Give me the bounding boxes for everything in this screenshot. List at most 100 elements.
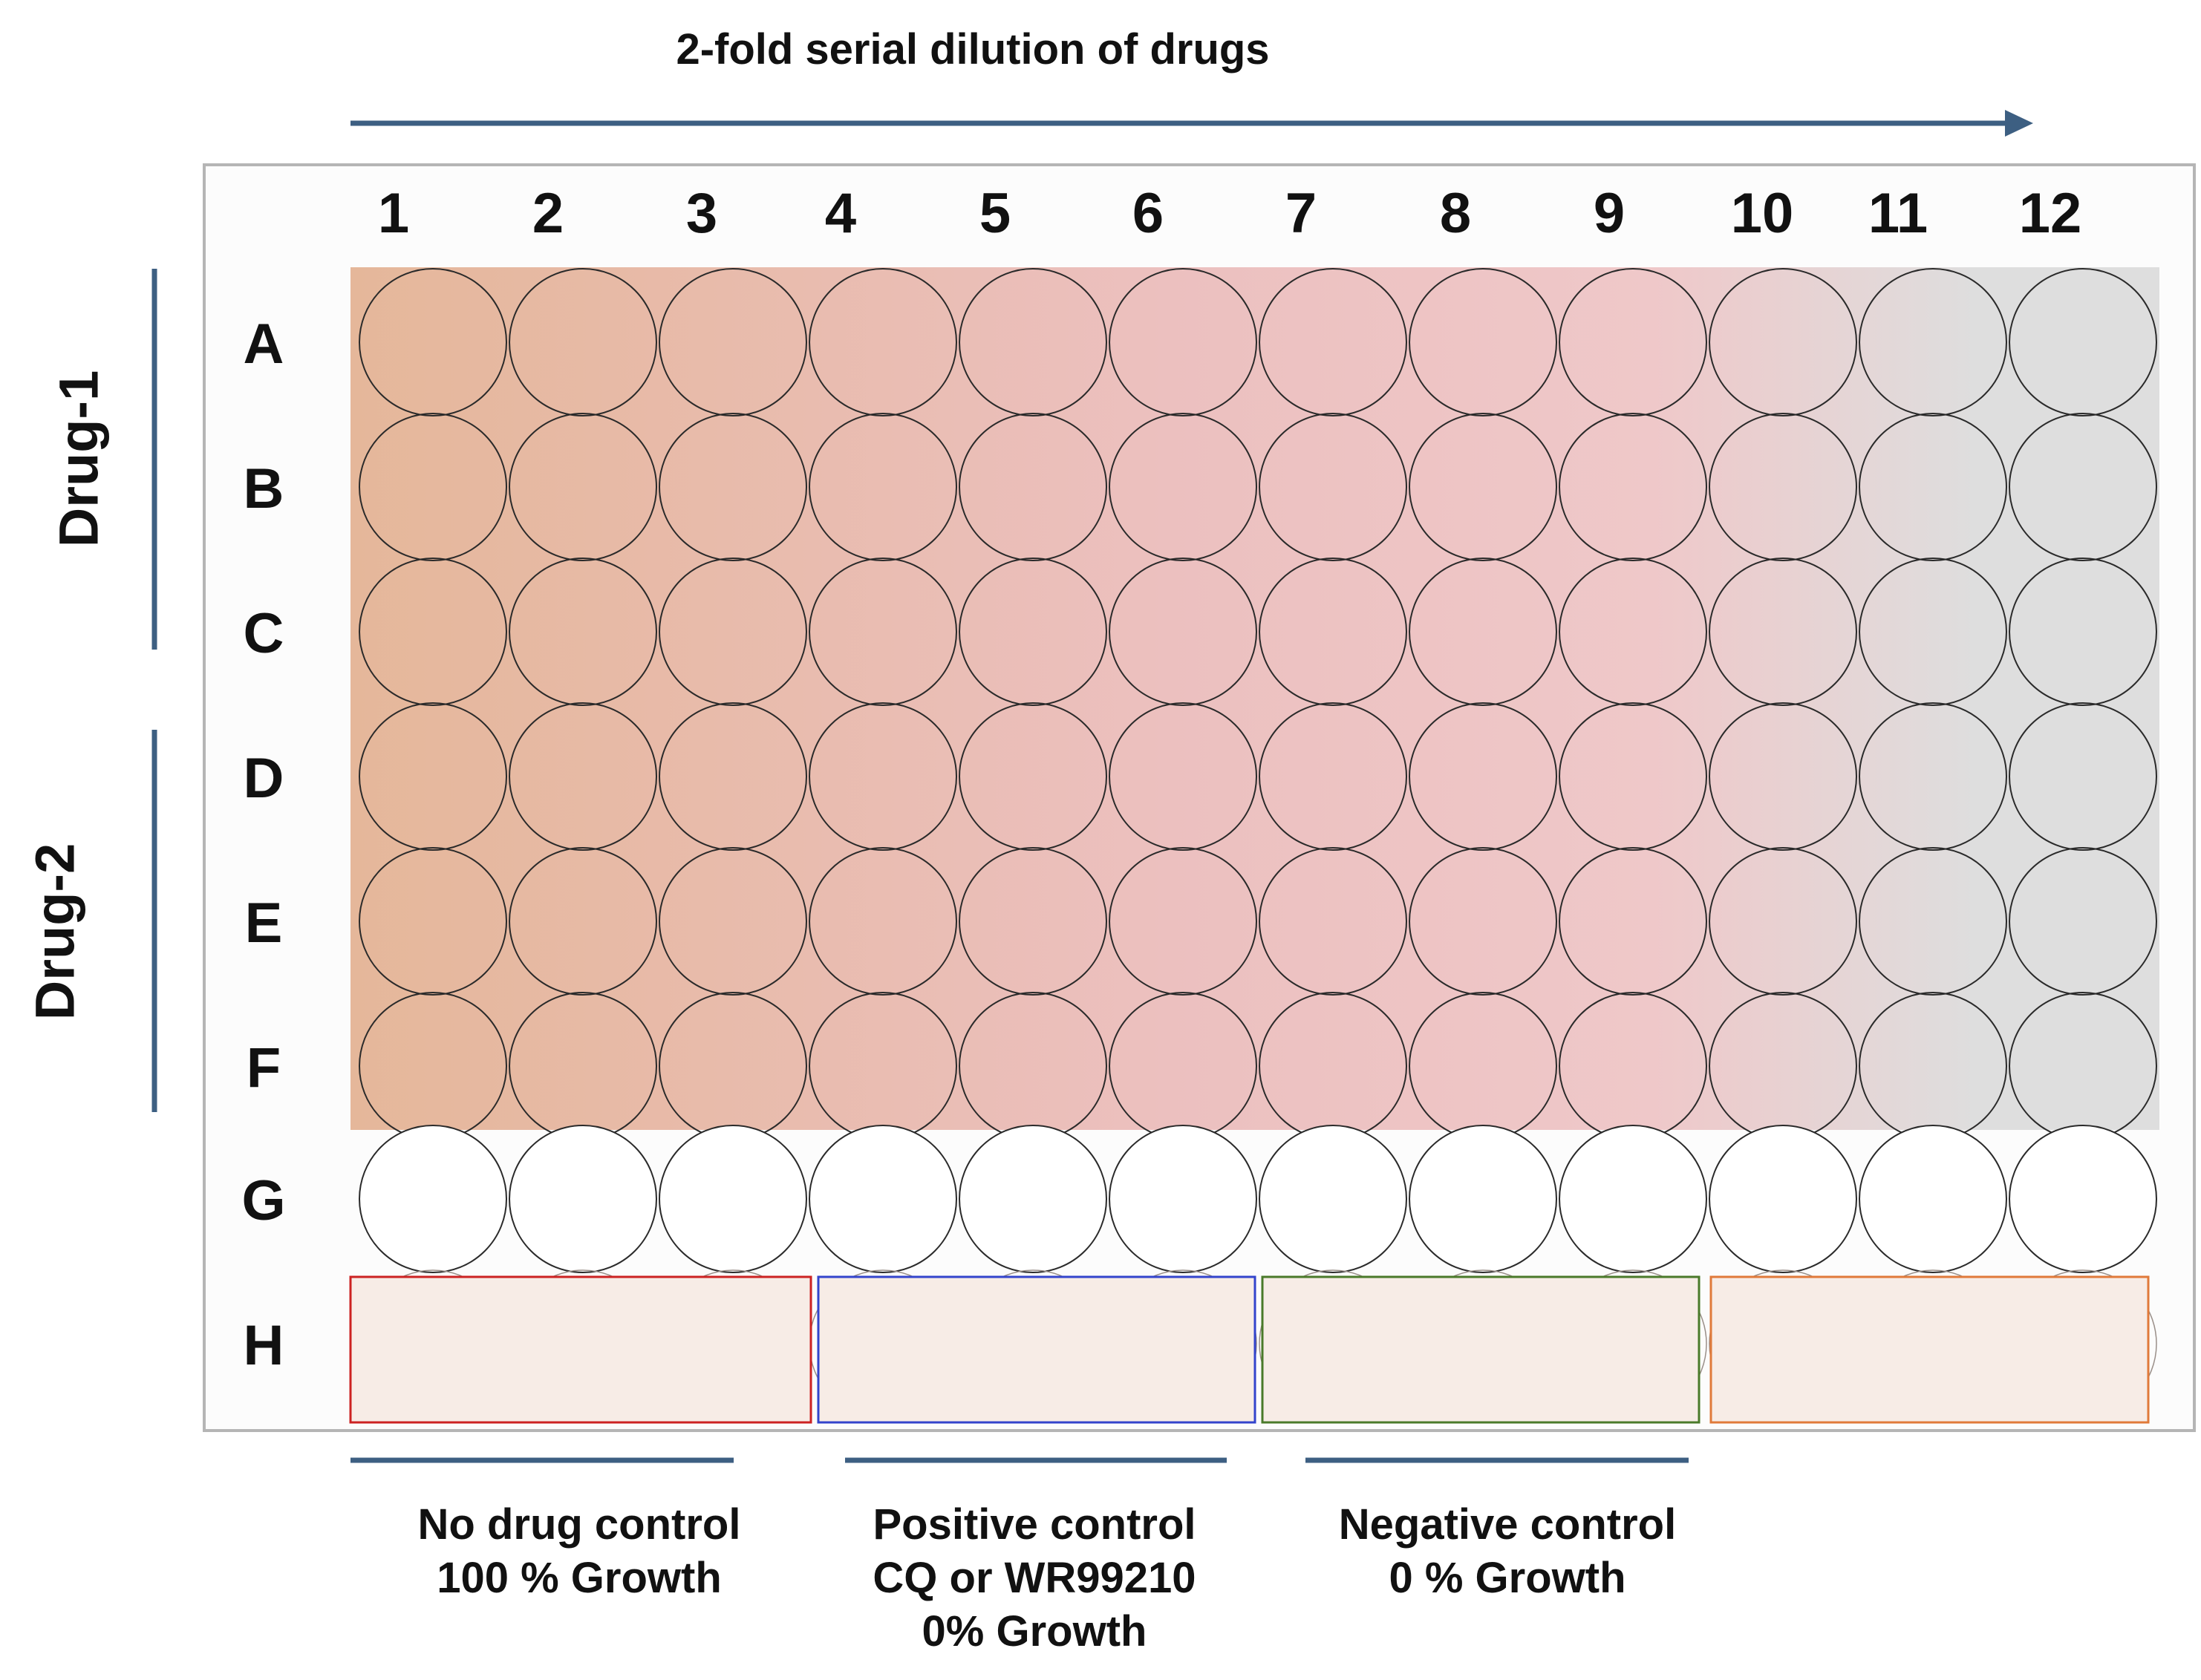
well-G8	[1409, 1125, 1557, 1273]
well-D3	[659, 702, 807, 851]
well-B7	[1259, 413, 1407, 561]
well-C5	[959, 558, 1107, 706]
well-G1	[359, 1125, 507, 1273]
column-label-7: 7	[1285, 182, 1317, 245]
well-B1	[359, 413, 507, 561]
well-B9	[1559, 413, 1707, 561]
well-C2	[509, 558, 657, 706]
well-B6	[1109, 413, 1257, 561]
well-D6	[1109, 702, 1257, 851]
well-D11	[1859, 702, 2007, 851]
column-label-2: 2	[532, 182, 564, 245]
control-label-1-line-1: No drug control	[418, 1500, 741, 1549]
well-C4	[809, 558, 957, 706]
row-label-E: E	[245, 892, 283, 955]
well-G11	[1859, 1125, 2007, 1273]
column-label-5: 5	[979, 182, 1011, 245]
well-A4	[809, 268, 957, 416]
well-B2	[509, 413, 657, 561]
control-fill-2	[818, 1277, 1255, 1422]
well-B12	[2009, 413, 2157, 561]
control-label-2-line-1: Positive control	[873, 1500, 1196, 1549]
well-G12	[2009, 1125, 2157, 1273]
dilution-gradient-region	[350, 267, 2159, 1130]
dilution-arrow	[350, 110, 2033, 137]
well-A3	[659, 268, 807, 416]
well-B10	[1709, 413, 1857, 561]
well-A12	[2009, 268, 2157, 416]
column-label-8: 8	[1440, 182, 1471, 245]
row-label-H: H	[244, 1314, 284, 1377]
well-D10	[1709, 702, 1857, 851]
well-E6	[1109, 847, 1257, 996]
well-C1	[359, 558, 507, 706]
well-G5	[959, 1125, 1107, 1273]
well-E8	[1409, 847, 1557, 996]
well-A7	[1259, 268, 1407, 416]
control-box-4	[1709, 1275, 2150, 1424]
well-A8	[1409, 268, 1557, 416]
well-D12	[2009, 702, 2157, 851]
well-E4	[809, 847, 957, 996]
row-label-C: C	[244, 602, 284, 665]
well-G2	[509, 1125, 657, 1273]
well-E10	[1709, 847, 1857, 996]
well-C12	[2009, 558, 2157, 706]
well-C9	[1559, 558, 1707, 706]
column-label-12: 12	[2019, 182, 2082, 245]
well-E7	[1259, 847, 1407, 996]
column-label-3: 3	[686, 182, 717, 245]
well-C10	[1709, 558, 1857, 706]
control-box-1	[349, 1275, 812, 1424]
drug-label-1: Drug-1	[48, 370, 110, 547]
well-E3	[659, 847, 807, 996]
column-label-4: 4	[825, 182, 856, 245]
well-B3	[659, 413, 807, 561]
well-D8	[1409, 702, 1557, 851]
column-label-6: 6	[1132, 182, 1164, 245]
row-label-F: F	[247, 1036, 281, 1099]
well-A10	[1709, 268, 1857, 416]
well-A6	[1109, 268, 1257, 416]
control-box-3	[1261, 1275, 1701, 1424]
well-D7	[1259, 702, 1407, 851]
well-A2	[509, 268, 657, 416]
well-B4	[809, 413, 957, 561]
well-D1	[359, 702, 507, 851]
well-A5	[959, 268, 1107, 416]
well-D9	[1559, 702, 1707, 851]
well-G3	[659, 1125, 807, 1273]
well-D5	[959, 702, 1107, 851]
dilution-title: 2-fold serial dilution of drugs	[676, 25, 1269, 73]
well-D2	[509, 702, 657, 851]
well-A1	[359, 268, 507, 416]
drug-label-2: Drug-2	[25, 843, 86, 1020]
control-label-1-line-2: 100 % Growth	[437, 1554, 722, 1602]
well-B8	[1409, 413, 1557, 561]
control-fill-1	[350, 1277, 811, 1422]
row-label-B: B	[244, 457, 284, 520]
row-label-D: D	[244, 747, 284, 810]
well-A11	[1859, 268, 2007, 416]
well-E5	[959, 847, 1107, 996]
column-label-1: 1	[378, 182, 409, 245]
column-label-10: 10	[1731, 182, 1794, 245]
well-B5	[959, 413, 1107, 561]
well-E12	[2009, 847, 2157, 996]
well-C6	[1109, 558, 1257, 706]
control-label-3-line-1: Negative control	[1339, 1500, 1676, 1549]
well-E1	[359, 847, 507, 996]
well-B11	[1859, 413, 2007, 561]
well-G9	[1559, 1125, 1707, 1273]
well-C11	[1859, 558, 2007, 706]
row-label-G: G	[241, 1169, 285, 1232]
control-fill-3	[1262, 1277, 1699, 1422]
well-C3	[659, 558, 807, 706]
well-G10	[1709, 1125, 1857, 1273]
column-label-9: 9	[1594, 182, 1625, 245]
control-label-3-line-2: 0 % Growth	[1389, 1554, 1626, 1602]
column-label-11: 11	[1868, 182, 1928, 245]
well-G6	[1109, 1125, 1257, 1273]
well-E11	[1859, 847, 2007, 996]
row-label-A: A	[244, 313, 284, 376]
